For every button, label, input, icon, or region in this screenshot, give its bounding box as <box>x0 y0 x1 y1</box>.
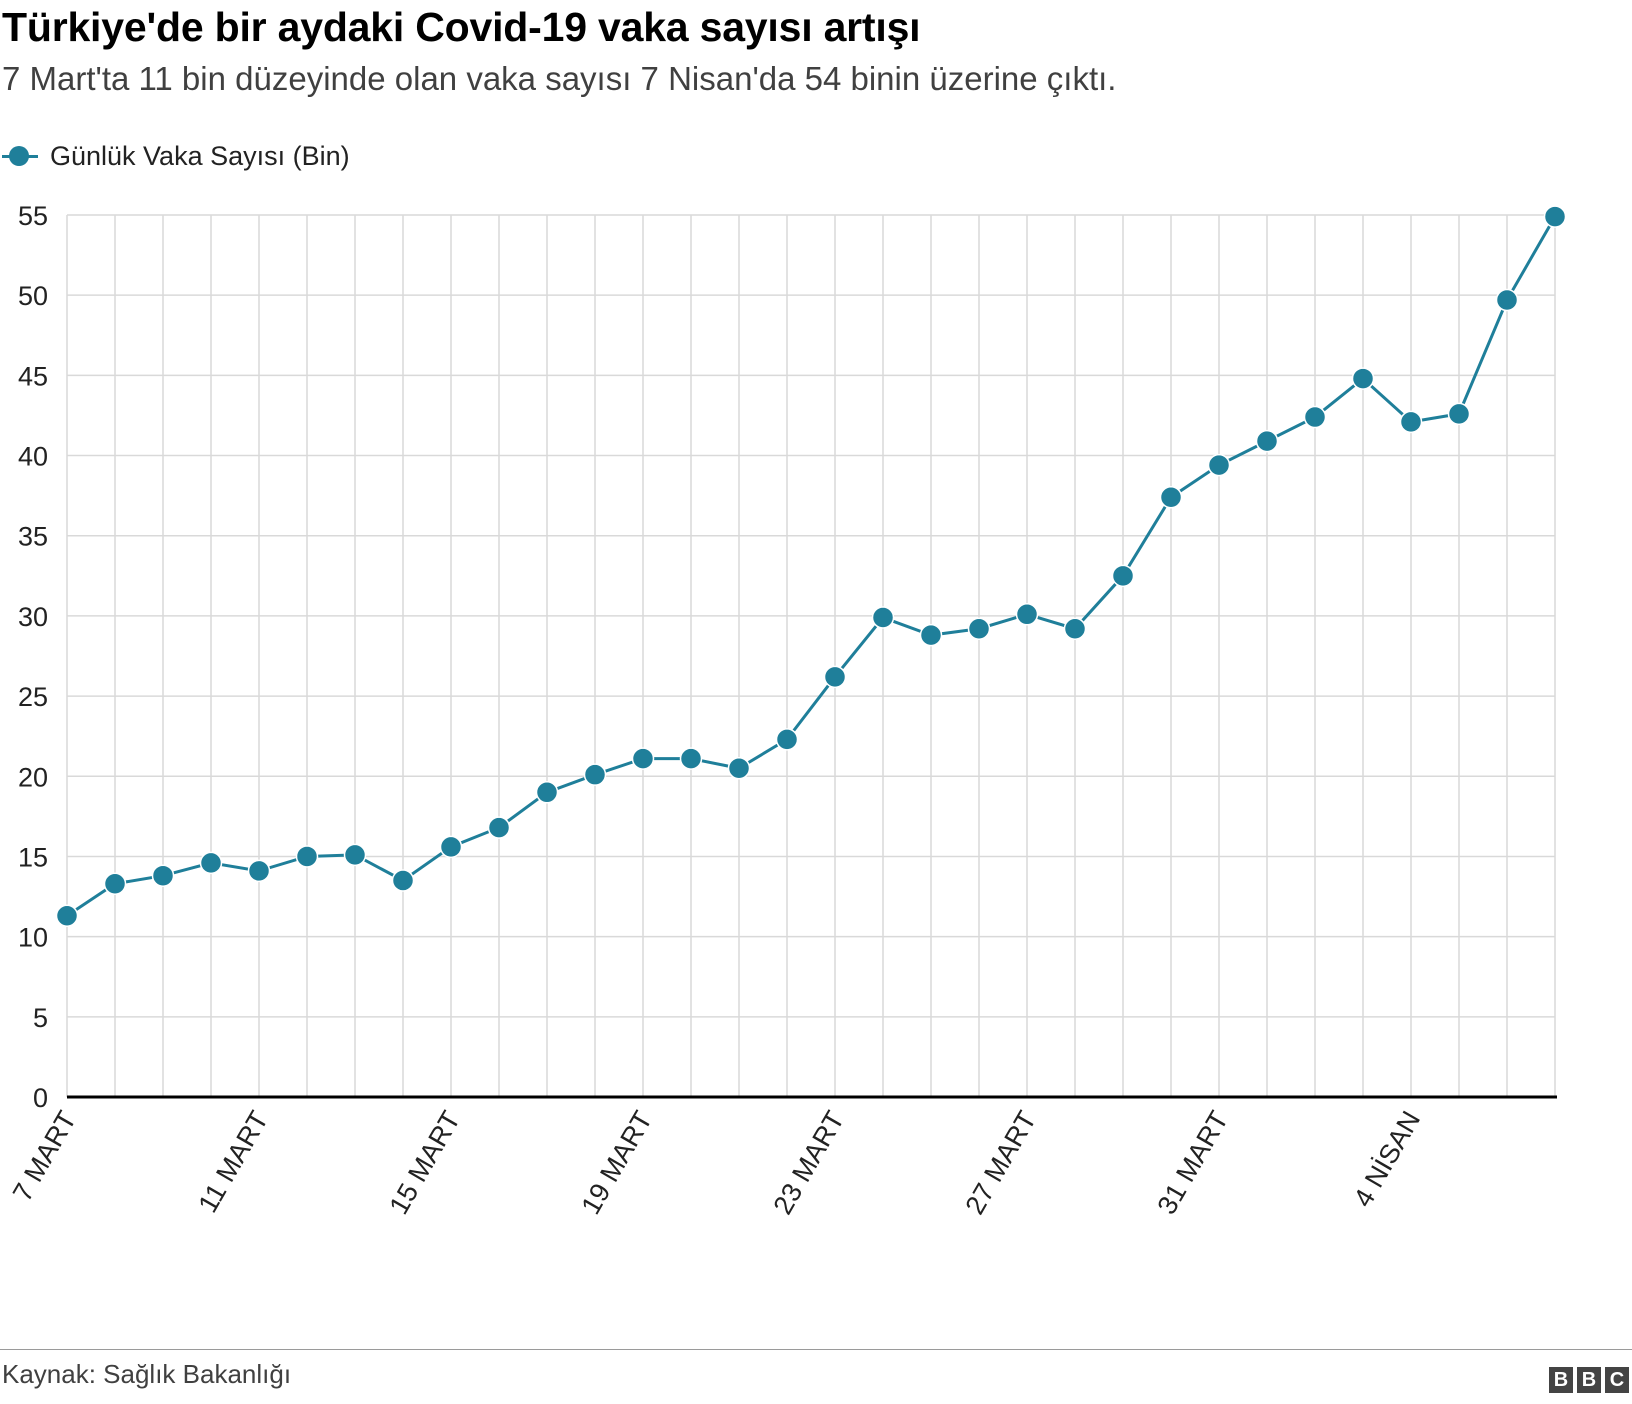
y-tick-label: 45 <box>18 361 48 391</box>
line-chart: 0 5 10 15 20 25 30 35 40 45 50 55 7 MART 11 MART 15 M… <box>7 201 1567 1220</box>
bbc-logo-letter: B <box>1549 1367 1573 1393</box>
data-point <box>679 747 703 770</box>
data-point <box>1063 617 1087 640</box>
footer-divider <box>0 1349 1632 1350</box>
x-tick-label: 7 MART <box>7 1106 82 1206</box>
data-point <box>1399 410 1423 434</box>
y-tick-label: 50 <box>18 281 48 311</box>
legend-marker-icon <box>0 141 42 171</box>
chart-subtitle: 7 Mart'ta 11 bin düzeyinde olan vaka say… <box>2 60 1117 97</box>
data-point <box>535 781 559 804</box>
data-point <box>103 872 127 895</box>
data-point <box>391 869 415 892</box>
bbc-logo-letter: B <box>1577 1367 1601 1393</box>
data-point <box>343 843 367 867</box>
data-point <box>247 859 271 883</box>
data-points <box>55 205 1567 928</box>
data-point <box>295 845 319 868</box>
y-tick-label: 0 <box>33 1083 48 1113</box>
y-tick-label: 35 <box>18 522 48 552</box>
legend-label: Günlük Vaka Sayısı (Bin) <box>50 140 350 171</box>
y-tick-label: 5 <box>33 1003 48 1033</box>
legend: Günlük Vaka Sayısı (Bin) <box>0 136 350 176</box>
gridlines <box>66 214 1556 1097</box>
x-tick-label: 15 MART <box>383 1106 466 1219</box>
y-tick-label: 10 <box>18 923 48 953</box>
data-point <box>439 835 463 859</box>
bbc-logo: B B C <box>1549 1367 1629 1393</box>
data-point <box>1543 205 1567 228</box>
data-point <box>151 864 175 887</box>
data-point <box>199 851 223 875</box>
x-axis-labels: 7 MART 11 MART 15 MART 19 MART 23 MART 27 MAR… <box>7 1106 1426 1220</box>
x-tick-label: 19 MART <box>575 1106 658 1219</box>
data-point <box>487 816 511 839</box>
data-point <box>967 617 991 640</box>
data-point <box>583 763 607 786</box>
x-tick-label: 31 MART <box>1151 1106 1234 1219</box>
y-tick-label: 20 <box>18 762 48 792</box>
x-tick-label: 27 MART <box>959 1106 1042 1219</box>
data-point <box>823 665 847 689</box>
data-point <box>1207 453 1231 477</box>
y-tick-label: 30 <box>18 602 48 632</box>
x-tick-label: 23 MART <box>767 1106 850 1219</box>
data-point <box>1111 564 1135 588</box>
y-tick-label: 40 <box>18 442 48 472</box>
x-tick-label: 11 MART <box>192 1106 274 1218</box>
data-point <box>1159 485 1183 509</box>
bbc-logo-letter: C <box>1605 1367 1629 1393</box>
data-point <box>1255 429 1279 453</box>
data-point <box>1015 603 1039 626</box>
y-tick-label: 15 <box>18 842 48 872</box>
series-line <box>66 215 1557 918</box>
y-tick-label: 55 <box>18 201 48 231</box>
y-axis-labels: 0 5 10 15 20 25 30 35 40 45 50 55 <box>18 201 48 1113</box>
data-point <box>919 623 943 647</box>
data-point <box>871 606 895 629</box>
chart-title: Türkiye'de bir aydaki Covid-19 vaka sayı… <box>2 4 921 50</box>
y-tick-label: 25 <box>18 682 48 712</box>
data-point <box>1351 367 1375 390</box>
data-point <box>727 757 751 780</box>
data-point <box>55 904 79 928</box>
data-point <box>631 747 655 770</box>
data-point <box>1447 402 1471 426</box>
data-point <box>775 728 799 751</box>
data-point <box>1303 405 1327 429</box>
source-note: Kaynak: Sağlık Bakanlığı <box>2 1359 292 1389</box>
x-tick-label: 4 NİSAN <box>1347 1106 1426 1212</box>
data-point <box>1495 288 1519 312</box>
